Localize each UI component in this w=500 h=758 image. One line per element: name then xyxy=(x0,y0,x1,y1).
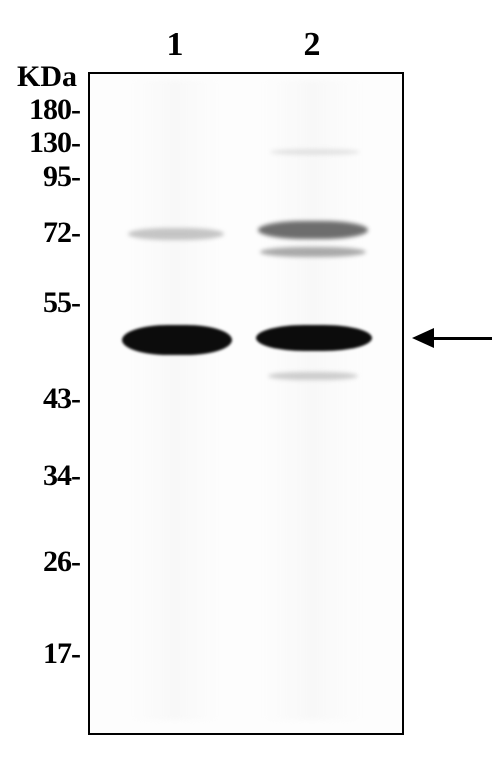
arrow-shaft xyxy=(432,337,492,340)
arrow-head-icon xyxy=(412,328,434,348)
target-arrow-icon xyxy=(0,0,500,758)
